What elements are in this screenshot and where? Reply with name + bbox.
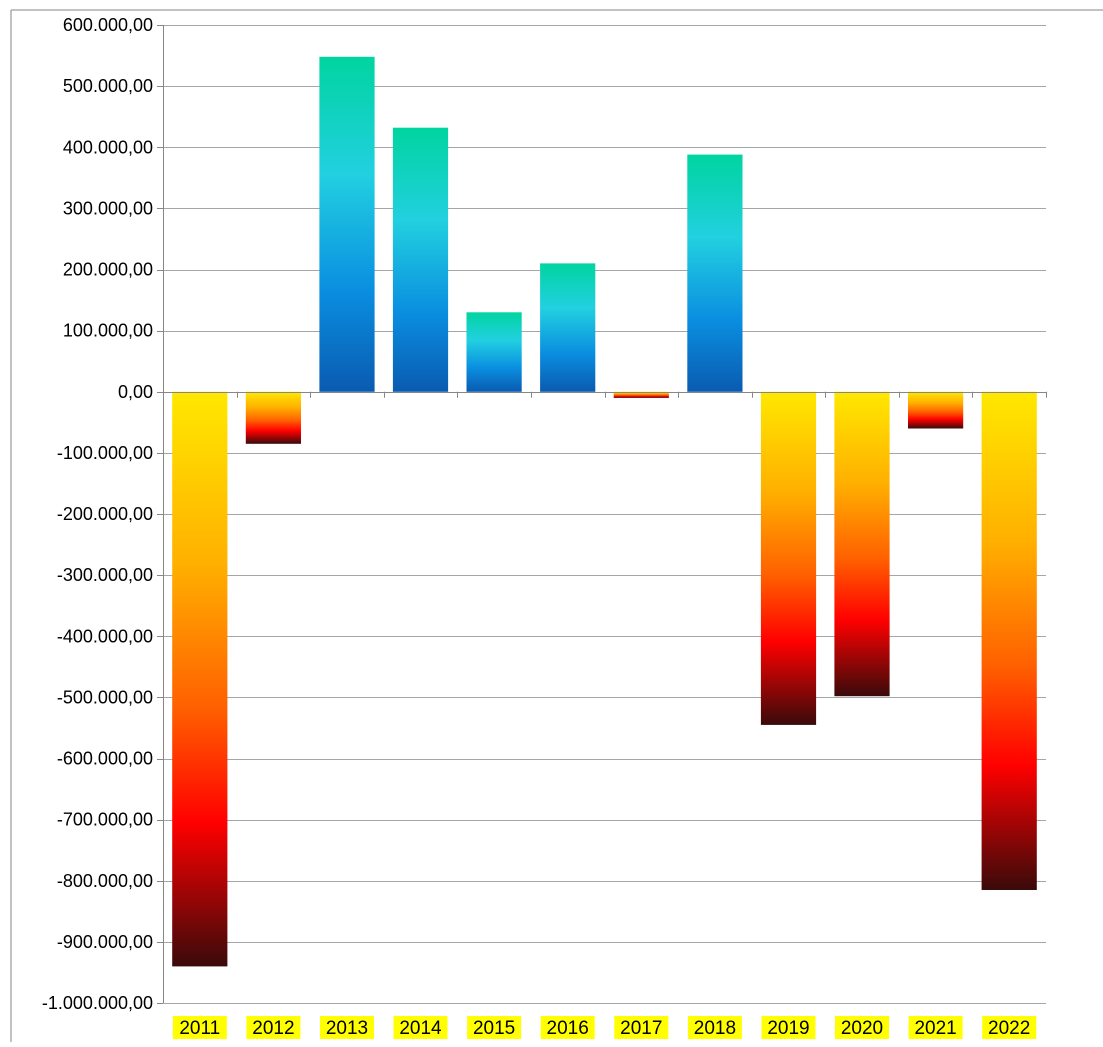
bar-2022 xyxy=(981,391,1037,890)
bar-2020 xyxy=(834,391,890,697)
x-tick-label: 2017 xyxy=(620,1018,662,1039)
bar-2016 xyxy=(540,263,596,392)
bars xyxy=(172,56,1037,967)
bar-2014 xyxy=(392,127,449,392)
category-highlight xyxy=(761,1016,816,1039)
x-tick-label-2016: 2016 xyxy=(540,1016,595,1039)
x-tick-label: 2018 xyxy=(694,1018,736,1039)
bar-2011 xyxy=(172,391,228,967)
y-tick-label: -100.000,00 xyxy=(57,443,153,463)
category-highlight xyxy=(982,1016,1037,1039)
y-tick-label: 200.000,00 xyxy=(63,260,153,280)
x-tick-label-2013: 2013 xyxy=(320,1016,374,1039)
bar-2015 xyxy=(466,312,522,392)
x-tick-label: 2019 xyxy=(767,1018,809,1039)
x-tick-label: 2016 xyxy=(547,1018,589,1039)
bar-2018 xyxy=(687,154,743,392)
y-tick-label: -500.000,00 xyxy=(57,687,153,707)
x-tick-label-2015: 2015 xyxy=(467,1016,522,1039)
axes xyxy=(157,25,1047,1004)
category-highlight xyxy=(835,1016,889,1039)
bar-2019 xyxy=(760,391,817,725)
x-tick-label: 2021 xyxy=(914,1018,956,1039)
x-tick-label: 2014 xyxy=(399,1018,442,1039)
y-tick-label: -200.000,00 xyxy=(57,504,153,524)
x-tick-label-2022: 2022 xyxy=(982,1016,1037,1039)
y-tick-label: -600.000,00 xyxy=(57,749,153,769)
category-highlight xyxy=(393,1016,448,1039)
y-tick-label: -1.000.000,00 xyxy=(42,993,153,1013)
x-tick-label: 2015 xyxy=(473,1018,515,1039)
category-highlight xyxy=(687,1016,742,1039)
y-tick-label: -400.000,00 xyxy=(57,626,153,646)
x-tick-label-2014: 2014 xyxy=(393,1016,448,1039)
x-tick-label-2012: 2012 xyxy=(246,1016,301,1039)
y-tick-label: 100.000,00 xyxy=(63,321,153,341)
x-tick-label: 2020 xyxy=(841,1018,883,1039)
y-tick-label: 400.000,00 xyxy=(63,137,153,157)
y-tick-label: 600.000,00 xyxy=(63,15,153,35)
x-tick-label-2011: 2011 xyxy=(172,1016,227,1039)
x-tick-label: 2013 xyxy=(326,1018,368,1039)
x-tick-label: 2022 xyxy=(988,1018,1030,1039)
bar-2013 xyxy=(319,56,375,392)
category-highlight xyxy=(614,1016,669,1039)
x-tick-label-2020: 2020 xyxy=(835,1016,889,1039)
x-tick-label: 2012 xyxy=(252,1018,294,1039)
x-tick-label-2017: 2017 xyxy=(614,1016,669,1039)
bar-2017 xyxy=(613,391,669,398)
y-tick-label: 300.000,00 xyxy=(63,198,153,218)
category-highlight xyxy=(172,1016,227,1039)
x-tick-label: 2011 xyxy=(179,1018,220,1039)
gridlines xyxy=(163,25,1046,1004)
y-tick-label: -300.000,00 xyxy=(57,565,153,585)
category-highlight xyxy=(908,1016,963,1039)
x-tick-labels: 2011 2012 2013 2014 2015 2016 2017 2018 2019 2020… xyxy=(172,1016,1037,1039)
bar-2012 xyxy=(245,391,301,444)
bar-2021 xyxy=(908,391,964,429)
x-tick-label-2021: 2021 xyxy=(908,1016,963,1039)
x-tick-label-2018: 2018 xyxy=(687,1016,742,1039)
y-tick-label: 0,00 xyxy=(118,382,153,402)
y-tick-labels: 600.000,00 500.000,00 400.000,00 300.000,00… xyxy=(42,15,153,1013)
y-tick-label: -800.000,00 xyxy=(57,871,153,891)
x-tick-label-2019: 2019 xyxy=(761,1016,816,1039)
category-highlight xyxy=(467,1016,522,1039)
category-highlight xyxy=(246,1016,301,1039)
y-tick-label: 500.000,00 xyxy=(63,76,153,96)
category-highlight xyxy=(320,1016,374,1039)
y-tick-label: -700.000,00 xyxy=(57,810,153,830)
category-highlight xyxy=(540,1016,595,1039)
y-tick-label: -900.000,00 xyxy=(57,932,153,952)
